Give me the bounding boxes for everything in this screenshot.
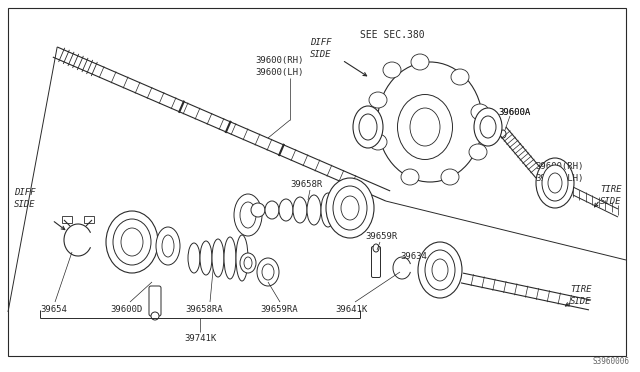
Ellipse shape — [279, 199, 293, 221]
Ellipse shape — [474, 108, 502, 146]
Text: 39600(RH): 39600(RH) — [535, 162, 584, 171]
Bar — [84, 216, 94, 223]
Text: 39654: 39654 — [40, 305, 67, 314]
Text: SIDE: SIDE — [600, 197, 621, 206]
Ellipse shape — [106, 211, 158, 273]
Ellipse shape — [401, 169, 419, 185]
Text: SIDE: SIDE — [310, 50, 332, 59]
Ellipse shape — [425, 250, 455, 290]
Text: 39658R: 39658R — [290, 180, 323, 189]
Ellipse shape — [500, 130, 506, 138]
Text: 39600(LH): 39600(LH) — [255, 68, 303, 77]
Ellipse shape — [469, 144, 487, 160]
Text: DIFF: DIFF — [310, 38, 332, 47]
Text: 39634: 39634 — [400, 252, 427, 261]
Ellipse shape — [341, 196, 359, 220]
Ellipse shape — [451, 69, 469, 85]
Ellipse shape — [326, 178, 374, 238]
Ellipse shape — [200, 241, 212, 275]
Ellipse shape — [397, 94, 452, 160]
Text: SEE SEC.380: SEE SEC.380 — [360, 30, 424, 40]
Ellipse shape — [151, 312, 159, 320]
Ellipse shape — [359, 114, 377, 140]
Ellipse shape — [240, 253, 256, 273]
Text: 39658RA: 39658RA — [185, 305, 223, 314]
Ellipse shape — [234, 194, 262, 236]
Ellipse shape — [383, 62, 401, 78]
Ellipse shape — [378, 62, 483, 182]
Ellipse shape — [113, 219, 151, 265]
Text: 39741K: 39741K — [184, 334, 216, 343]
Text: 39600A: 39600A — [498, 108, 531, 117]
Text: 39659RA: 39659RA — [260, 305, 298, 314]
Text: 39600(RH): 39600(RH) — [255, 56, 303, 65]
Bar — [62, 216, 72, 223]
Text: 39600A: 39600A — [498, 108, 531, 117]
Ellipse shape — [432, 259, 448, 281]
Ellipse shape — [418, 242, 462, 298]
Text: S3960006: S3960006 — [593, 357, 630, 366]
Ellipse shape — [156, 227, 180, 265]
Ellipse shape — [369, 92, 387, 108]
Ellipse shape — [251, 203, 265, 217]
Ellipse shape — [240, 202, 256, 228]
Text: 39641K: 39641K — [335, 305, 367, 314]
Ellipse shape — [441, 169, 459, 185]
Text: TIRE: TIRE — [570, 285, 591, 294]
Ellipse shape — [236, 235, 248, 281]
FancyBboxPatch shape — [149, 286, 161, 316]
Ellipse shape — [162, 235, 174, 257]
Ellipse shape — [262, 264, 274, 280]
Ellipse shape — [307, 195, 321, 225]
FancyBboxPatch shape — [371, 247, 381, 278]
Ellipse shape — [353, 106, 383, 148]
Ellipse shape — [265, 201, 279, 219]
Ellipse shape — [369, 134, 387, 150]
Ellipse shape — [212, 239, 224, 277]
Ellipse shape — [333, 186, 367, 230]
Text: 39600(LH): 39600(LH) — [535, 174, 584, 183]
Ellipse shape — [548, 173, 562, 193]
Ellipse shape — [411, 54, 429, 70]
Text: TIRE: TIRE — [600, 185, 621, 194]
Ellipse shape — [471, 104, 489, 120]
Ellipse shape — [244, 257, 252, 269]
Text: DIFF: DIFF — [14, 188, 35, 197]
Text: SIDE: SIDE — [570, 297, 591, 306]
Ellipse shape — [321, 193, 335, 227]
Text: 39600D: 39600D — [110, 305, 142, 314]
Text: SIDE: SIDE — [14, 200, 35, 209]
Ellipse shape — [480, 116, 496, 138]
Ellipse shape — [224, 237, 236, 279]
Text: 39659R: 39659R — [365, 232, 397, 241]
Ellipse shape — [121, 228, 143, 256]
Ellipse shape — [542, 165, 568, 201]
Ellipse shape — [293, 197, 307, 223]
Ellipse shape — [536, 158, 574, 208]
Ellipse shape — [373, 244, 379, 252]
Ellipse shape — [188, 243, 200, 273]
Ellipse shape — [257, 258, 279, 286]
Ellipse shape — [410, 108, 440, 146]
